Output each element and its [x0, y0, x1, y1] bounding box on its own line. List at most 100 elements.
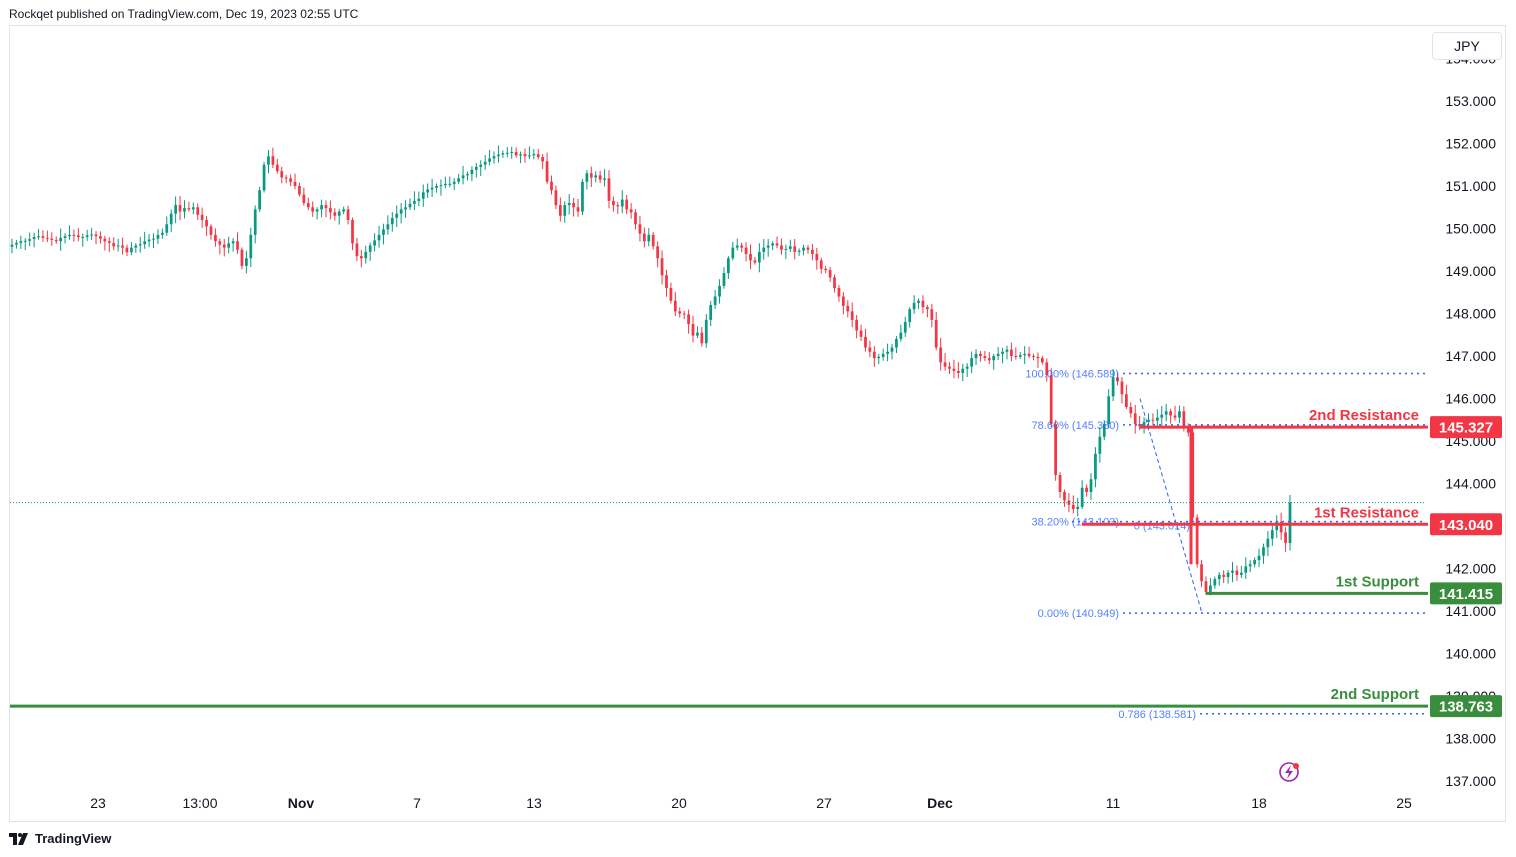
candles — [10, 145, 1292, 596]
candle-body — [899, 332, 903, 339]
candle-body — [68, 234, 71, 237]
candle-body — [275, 164, 279, 172]
candle-body — [50, 238, 54, 240]
candle-body — [1014, 356, 1018, 357]
candle-body — [567, 203, 571, 206]
candle-body — [612, 200, 615, 206]
price-tag-label: 145.327 — [1439, 420, 1493, 437]
currency-label[interactable]: JPY — [1432, 32, 1502, 60]
x-tick-label: Nov — [288, 795, 315, 811]
candle-body — [501, 153, 505, 155]
candle-body — [112, 242, 116, 247]
candle-body — [121, 245, 124, 248]
candle-body — [1018, 355, 1022, 357]
candle-body — [1164, 411, 1168, 415]
candle-body — [859, 330, 863, 337]
candle-body — [952, 368, 956, 371]
candle-body — [298, 186, 301, 195]
candle-body — [647, 234, 651, 242]
candle-body — [191, 207, 195, 210]
candle-body — [1244, 566, 1248, 573]
candle-body — [545, 161, 549, 182]
candle-body — [722, 273, 726, 286]
candle-body — [342, 209, 346, 212]
price-tag — [1430, 695, 1502, 718]
candle-body — [762, 247, 766, 252]
candle-body — [245, 258, 248, 266]
candle-body — [589, 173, 593, 178]
candle-body — [107, 241, 111, 243]
flash-icon-dot — [1293, 763, 1299, 769]
candle-body — [1102, 424, 1106, 437]
candle-body — [452, 181, 456, 184]
candle-body — [1279, 521, 1283, 533]
candle-body — [23, 240, 27, 242]
level-name: 2nd Resistance — [1309, 407, 1419, 424]
candle-body — [766, 245, 770, 248]
candle-body — [306, 203, 310, 208]
candle-body — [32, 237, 36, 240]
candle-body — [735, 245, 739, 248]
candle-body — [1147, 419, 1150, 422]
candle-body — [558, 205, 562, 216]
candle-body — [125, 247, 129, 253]
candle-body — [815, 254, 819, 261]
candle-body — [956, 370, 960, 373]
candle-body — [797, 250, 801, 252]
candle-body — [236, 241, 239, 250]
candle-body — [1045, 362, 1049, 376]
y-tick-label: 144.000 — [1445, 476, 1496, 492]
candle-body — [470, 169, 474, 175]
candle-body — [183, 208, 186, 212]
candle-body — [1213, 579, 1217, 586]
candle-body — [284, 177, 288, 179]
candle-body — [921, 300, 925, 308]
candle-body — [1063, 492, 1066, 501]
candle-body — [890, 347, 894, 352]
candle-body — [934, 319, 938, 348]
candle-body — [169, 213, 173, 225]
candle-body — [1142, 421, 1146, 427]
flash-icon-ring — [1279, 762, 1299, 782]
candle-body — [214, 234, 217, 242]
fib-label: 0.00% (140.949) — [1038, 608, 1119, 620]
candle-body — [72, 234, 76, 236]
y-tick-label: 149.000 — [1445, 263, 1496, 279]
candle-body — [320, 205, 323, 210]
candle-body — [872, 351, 876, 359]
candle-body — [430, 187, 434, 190]
candle-body — [678, 311, 682, 314]
tradingview-logo[interactable]: TradingView — [9, 831, 111, 846]
candle-body — [970, 358, 973, 367]
y-tick-label: 137.000 — [1445, 773, 1496, 789]
candle-body — [448, 183, 452, 185]
candle-body — [771, 243, 774, 246]
overlays: 100.00% (146.589) 78.60% (145.380) 38.20% … — [10, 368, 1502, 782]
candle-body — [687, 314, 690, 325]
candle-body — [523, 154, 527, 157]
fib-trend-line — [1139, 398, 1203, 614]
candle-body — [1027, 353, 1031, 356]
candle-body — [1010, 349, 1013, 356]
candle-body — [1116, 377, 1119, 382]
candle-body — [505, 152, 509, 154]
candle-body — [382, 229, 385, 235]
candle-body — [1138, 424, 1142, 427]
candle-body — [355, 243, 359, 257]
candle-body — [138, 244, 142, 246]
candle-body — [1204, 581, 1208, 592]
candle-body — [417, 198, 421, 201]
candle-body — [41, 236, 45, 238]
candle-body — [253, 209, 257, 235]
candle-body — [443, 183, 447, 186]
candle-body — [1076, 506, 1080, 509]
candle-body — [426, 189, 430, 193]
flash-icon-bolt — [1285, 765, 1293, 779]
fib-label: 38.20% (143.103) — [1032, 517, 1119, 529]
candle-body — [324, 205, 328, 209]
candle-body — [293, 181, 297, 186]
candle-body — [753, 260, 757, 263]
candle-body — [271, 156, 275, 165]
candle-body — [46, 237, 49, 239]
